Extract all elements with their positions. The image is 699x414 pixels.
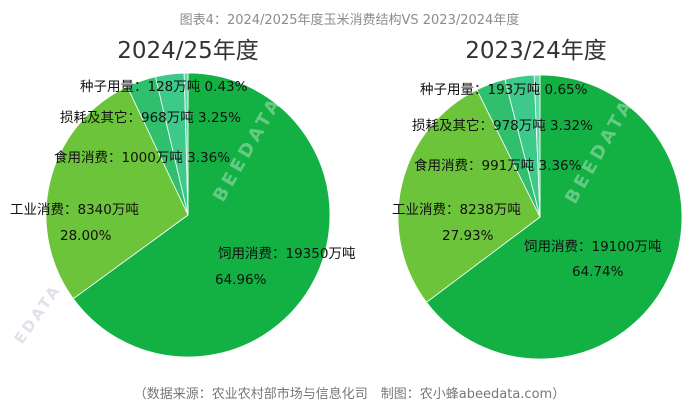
slice-label-pct: 27.93% xyxy=(442,228,494,244)
slice-label: 工业消费：8238万吨 xyxy=(392,202,521,218)
pie-slice-5 xyxy=(533,74,541,218)
source-note: （数据来源：农业农村部市场与信息化司 制图：农小蜂abeedata.com） xyxy=(133,387,566,402)
pie-chart-1: 2024/25年度BEEDATA饲用消费：19350万吨64.96%工业消费：8… xyxy=(10,38,355,358)
slice-label: 饲用消费：19350万吨 xyxy=(218,246,355,262)
pie-slice-2 xyxy=(397,89,541,303)
pie-slice-1 xyxy=(425,74,683,360)
page-title: 图表4：2024/2025年度玉米消费结构VS 2023/2024年度 xyxy=(179,13,520,28)
watermark-edge: EDATA xyxy=(11,281,65,348)
slice-label: 工业消费：8340万吨 xyxy=(10,202,139,218)
slice-label: 食用消费：991万吨 3.36% xyxy=(414,157,582,174)
slice-label-pct: 64.74% xyxy=(572,264,624,280)
pie-slice-5 xyxy=(183,72,189,216)
slice-label-pct: 64.96% xyxy=(215,272,267,288)
pie-chart-2: 2023/24年度BEEDATA饲用消费：19100万吨64.74%工业消费：8… xyxy=(392,38,683,360)
slice-label: 种子用量：193万吨 0.65% xyxy=(420,82,588,98)
slice-label: 损耗及其它：968万吨 3.25% xyxy=(60,109,241,126)
slice-label: 食用消费：1000万吨 3.36% xyxy=(54,149,230,166)
slice-label: 种子用量：128万吨 0.43% xyxy=(80,79,248,95)
slice-label-pct: 28.00% xyxy=(60,228,112,244)
chart-title: 2024/25年度 xyxy=(117,38,259,64)
pie-slice-1 xyxy=(72,72,331,358)
slice-label: 损耗及其它：978万吨 3.32% xyxy=(412,117,593,134)
pie-slice-2 xyxy=(45,86,189,300)
slice-label: 饲用消费：19100万吨 xyxy=(524,239,661,255)
chart-title: 2023/24年度 xyxy=(465,38,607,64)
